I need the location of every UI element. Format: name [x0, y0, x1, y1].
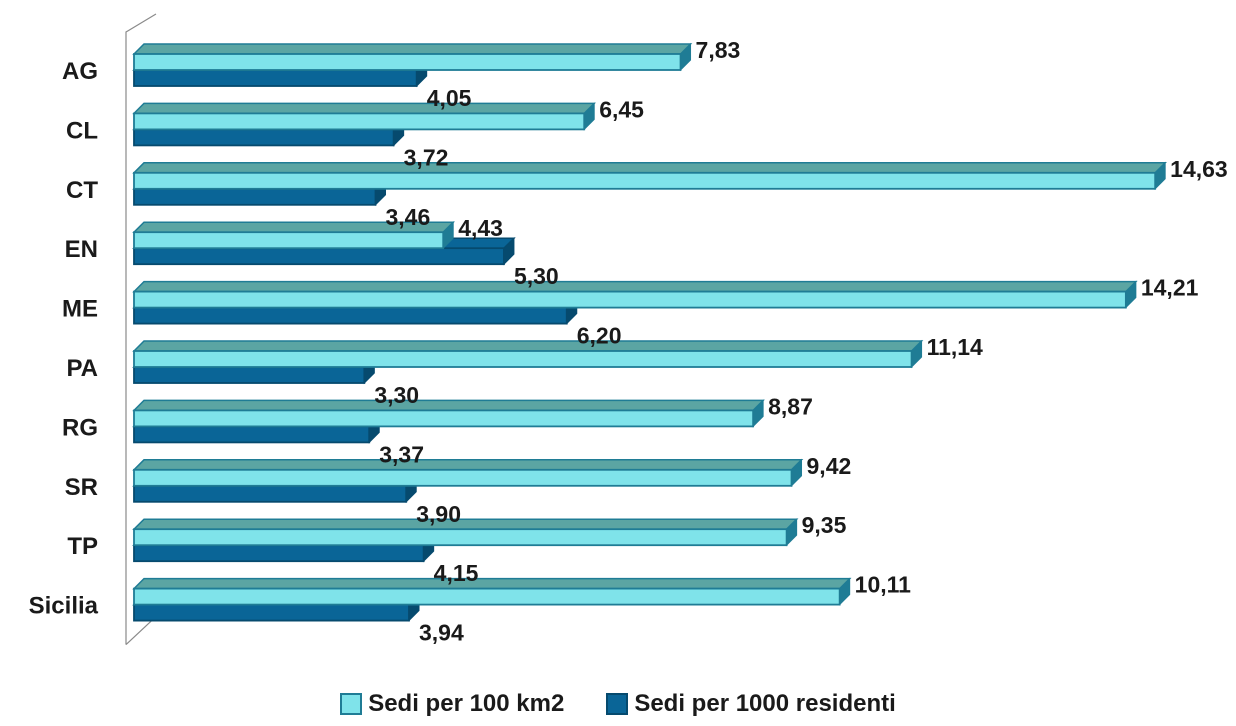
legend-item-series-2: Sedi per 1000 residenti — [606, 690, 896, 718]
value-label-series-1-pa: 11,14 — [927, 334, 983, 360]
bar-series-1-en — [132, 220, 456, 250]
value-labels: 7,83 4,05 6,45 3,72 14,63 3,46 4,43 5,30 14,21 6,… — [374, 37, 1227, 646]
value-label-series-2-ct: 3,46 — [386, 204, 431, 230]
legend-label-series-1: Sedi per 100 km2 — [368, 690, 565, 717]
category-labels: AG CL CT EN ME PA RG SR TP Sicilia — [29, 58, 99, 620]
category-label-sr: SR — [65, 474, 98, 501]
value-label-series-2-ag: 4,05 — [427, 85, 472, 111]
legend-swatch-series-1 — [340, 693, 363, 715]
category-label-pa: PA — [66, 355, 98, 382]
value-label-series-1-sr: 9,42 — [807, 453, 852, 479]
category-label-en: EN — [65, 236, 98, 263]
chart-wall-line — [125, 13, 157, 645]
value-label-series-2-en: 5,30 — [514, 263, 559, 289]
value-label-series-1-ct: 14,63 — [1170, 156, 1228, 182]
category-label-cl: CL — [66, 117, 98, 144]
value-label-series-1-rg: 8,87 — [768, 393, 813, 419]
value-label-series-1-me: 14,21 — [1141, 275, 1199, 301]
value-label-series-2-rg: 3,37 — [379, 441, 424, 467]
bar-series-1-cl — [132, 102, 597, 131]
bar-series-1-ag — [132, 42, 693, 72]
bars-group — [132, 42, 1167, 622]
value-label-series-1-sicilia: 10,11 — [855, 572, 911, 598]
category-label-me: ME — [62, 296, 98, 323]
category-label-ag: AG — [62, 58, 98, 85]
bar-series-1-pa — [132, 339, 924, 369]
value-label-series-2-sicilia: 3,94 — [419, 620, 464, 646]
bar-series-1-rg — [132, 399, 765, 428]
value-label-series-2-sr: 3,90 — [416, 501, 461, 527]
legend-swatch-series-2 — [606, 693, 629, 715]
bar-chart: AG CL CT EN ME PA RG SR TP Sicilia 7,83 4,05 6,45 3,… — [29, 13, 1228, 646]
category-label-rg: RG — [62, 414, 98, 441]
value-label-series-1-ag: 7,83 — [696, 37, 741, 63]
bar-series-1-tp — [132, 517, 799, 547]
value-label-series-2-cl: 3,72 — [404, 144, 449, 170]
category-label-ct: CT — [66, 177, 98, 204]
bar-series-1-me — [132, 280, 1138, 309]
bar-series-1-sr — [132, 458, 804, 488]
value-label-series-1-tp: 9,35 — [802, 512, 847, 538]
value-label-series-2-pa: 3,30 — [374, 382, 419, 408]
category-label-sicilia: Sicilia — [29, 593, 99, 620]
legend-label-series-2: Sedi per 1000 residenti — [634, 690, 896, 717]
legend-item-series-1: Sedi per 100 km2 — [340, 690, 564, 718]
bar-series-1-ct — [132, 161, 1167, 191]
value-label-series-1-cl: 6,45 — [599, 96, 644, 122]
value-label-series-2-me: 6,20 — [577, 323, 622, 349]
value-label-series-1-en: 4,43 — [458, 215, 503, 241]
bar-series-1-sicilia — [132, 577, 852, 606]
value-label-series-2-tp: 4,15 — [434, 560, 479, 586]
category-label-tp: TP — [67, 533, 98, 560]
legend: Sedi per 100 km2 Sedi per 1000 residenti — [0, 690, 1236, 718]
